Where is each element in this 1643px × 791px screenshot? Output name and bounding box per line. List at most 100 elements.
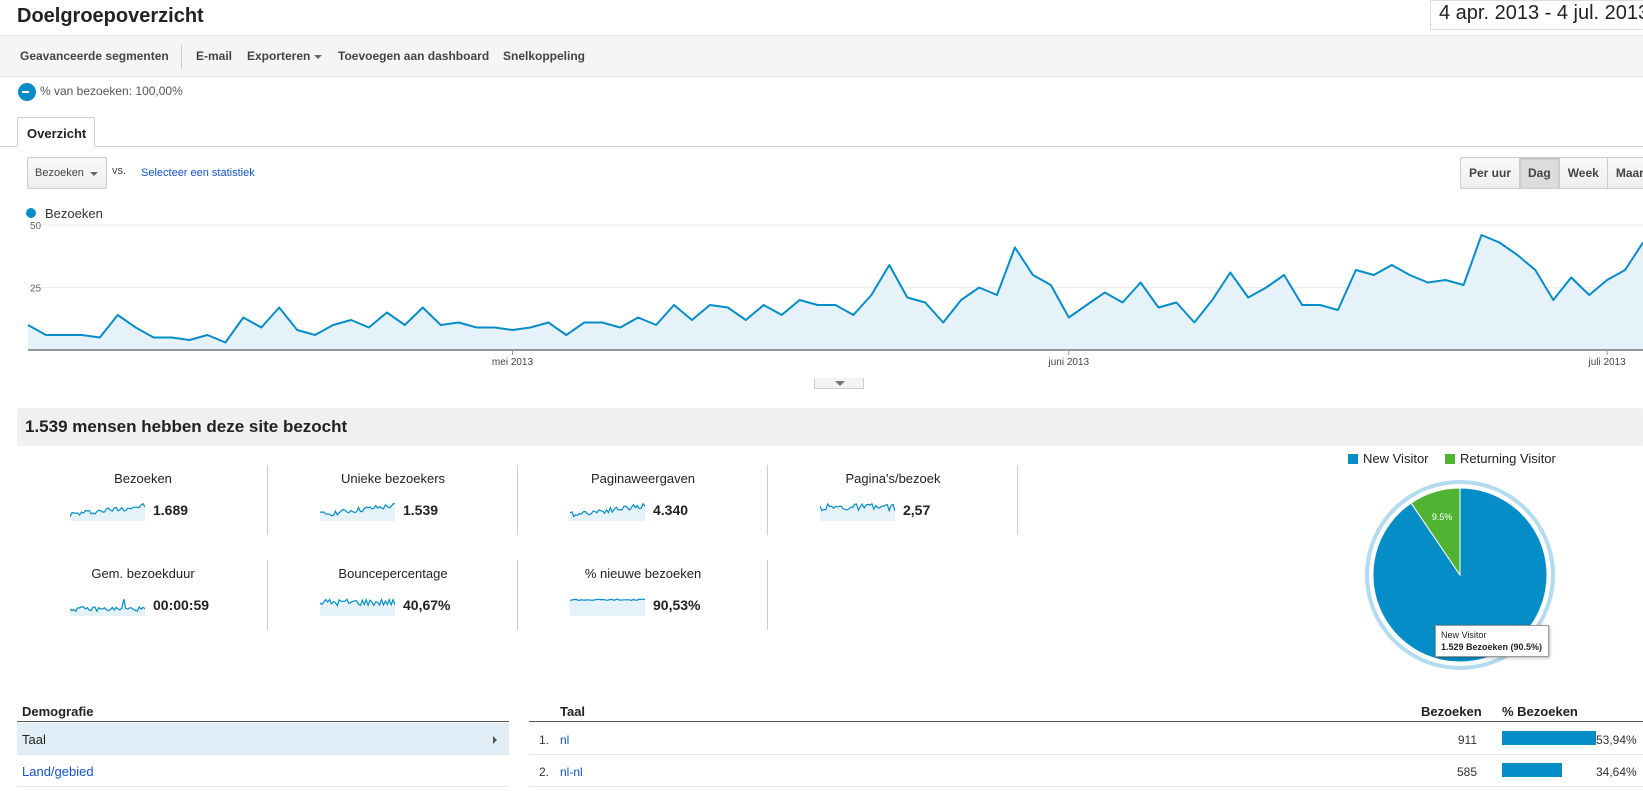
sparkline-area xyxy=(70,599,145,616)
col-visits: Bezoeken xyxy=(1421,704,1482,719)
period-toggle: Per uur Dag Week Maand xyxy=(1460,157,1643,189)
pie-legend-label: New Visitor xyxy=(1363,451,1429,466)
row-pct-bar xyxy=(1502,763,1562,777)
period-month-button[interactable]: Maand xyxy=(1608,158,1643,188)
select-metric-link[interactable]: Selecteer een statistiek xyxy=(141,167,255,179)
trend-chart: 25 50 mei 2013 juni 2013 juli 2013 xyxy=(27,221,1643,368)
metric-value: 90,53% xyxy=(653,597,701,613)
metric-select-value: Bezoeken xyxy=(35,167,84,179)
sparkline-line xyxy=(570,502,645,518)
table-row: 2. nl-nl 585 34,64% xyxy=(529,755,1643,787)
col-language: Taal xyxy=(560,704,586,719)
segment-indicator[interactable]: % van bezoeken: 100,00% xyxy=(18,83,183,101)
metric-label: Gem. bezoekduur xyxy=(91,566,195,581)
metric-avg-duration[interactable]: Gem. bezoekduur 00:00:59 xyxy=(18,560,268,630)
metric-new-visits[interactable]: % nieuwe bezoeken 90,53% xyxy=(518,560,768,630)
sparkline-area xyxy=(820,503,895,521)
metric-value: 40,67% xyxy=(403,597,451,613)
segment-pie-icon xyxy=(18,83,36,101)
sparkline-line xyxy=(570,598,645,602)
vs-label: vs. xyxy=(112,165,127,177)
metric-pages-per-visit[interactable]: Pagina's/bezoek 2,57 xyxy=(768,465,1018,535)
date-range-picker[interactable]: 4 apr. 2013 - 4 jul. 2013 xyxy=(1430,0,1643,30)
pie-slice-returning-visitor[interactable] xyxy=(1410,487,1461,577)
row-pct-bar xyxy=(1502,731,1596,745)
metric-label: Bezoeken xyxy=(114,471,172,486)
pie-slice-label: 9.5% xyxy=(1432,512,1453,522)
email-button[interactable]: E-mail xyxy=(196,49,233,63)
sparkline-line xyxy=(320,597,395,607)
advanced-segments-button[interactable]: Geavanceerde segmenten xyxy=(20,49,169,63)
metric-bounce-rate[interactable]: Bouncepercentage 40,67% xyxy=(268,560,518,630)
tooltip-value: 1.529 Bezoeken (90.5%) xyxy=(1441,642,1543,652)
metric-sparkline xyxy=(820,502,895,521)
metric-label: Bouncepercentage xyxy=(338,566,448,581)
metric-select[interactable]: Bezoeken xyxy=(27,157,107,189)
y-tick-label: 25 xyxy=(30,284,42,295)
period-day-button[interactable]: Dag xyxy=(1520,158,1560,188)
metric-value: 1.689 xyxy=(153,502,189,518)
metric-sparkline xyxy=(570,598,645,616)
period-week-button[interactable]: Week xyxy=(1560,158,1608,188)
chevron-right-icon xyxy=(493,736,497,744)
sparkline-area xyxy=(570,503,645,521)
summary-header: 1.539 mensen hebben deze site bezocht xyxy=(17,408,1643,446)
legend-series-name: Bezoeken xyxy=(45,206,103,221)
table-row: 1. nl 911 53,94% xyxy=(529,723,1643,755)
x-tick-label: mei 2013 xyxy=(492,357,534,368)
sparkline-line xyxy=(70,599,145,613)
demographics-item-label: Land/gebied xyxy=(22,764,94,779)
demographics-item-language[interactable]: Taal xyxy=(17,723,509,755)
chevron-down-icon xyxy=(314,54,323,59)
metric-pageviews[interactable]: Paginaweergaven 4.340 xyxy=(518,465,768,535)
period-hourly-button[interactable]: Per uur xyxy=(1461,158,1521,188)
sparkline-line xyxy=(820,502,895,513)
row-visits: 585 xyxy=(1456,765,1477,779)
row-index: 1. xyxy=(539,733,550,747)
sparkline-area xyxy=(70,503,145,521)
tab-overview[interactable]: Overzicht xyxy=(17,117,95,147)
pie-tooltip: New Visitor 1.529 Bezoeken (90.5%) xyxy=(1435,625,1549,657)
demographics-item-country[interactable]: Land/gebied xyxy=(17,755,509,787)
metric-label: Paginaweergaven xyxy=(590,471,696,486)
language-table-header: Taal Bezoeken % Bezoeken xyxy=(529,700,1643,722)
export-button[interactable]: Exporteren xyxy=(247,49,323,63)
sparkline-area xyxy=(320,503,395,521)
demographics-item-label: Taal xyxy=(22,732,46,747)
metric-value: 1.539 xyxy=(403,502,439,518)
metric-sparkline xyxy=(70,502,145,521)
summary-title: 1.539 mensen hebben deze site bezocht xyxy=(25,417,348,436)
metric-value: 00:00:59 xyxy=(153,597,210,613)
pie-legend-label: Returning Visitor xyxy=(1460,451,1556,466)
x-tick-label: juni 2013 xyxy=(1047,357,1089,368)
demographics-heading: Demografie xyxy=(17,700,509,722)
metric-label: Unieke bezoekers xyxy=(340,471,446,486)
chart-legend: Bezoeken xyxy=(26,206,103,221)
shortcut-button[interactable]: Snelkoppeling xyxy=(503,49,586,63)
row-index: 2. xyxy=(539,765,550,779)
sparkline-line xyxy=(70,502,145,518)
metric-label: % nieuwe bezoeken xyxy=(584,566,702,581)
legend-swatch-icon xyxy=(1348,453,1358,464)
y-tick-label: 50 xyxy=(30,221,42,232)
row-pct: 53,94% xyxy=(1596,733,1637,747)
chart-expand-handle[interactable] xyxy=(814,378,864,389)
metric-sparkline xyxy=(570,502,645,521)
sparkline-area xyxy=(320,599,395,616)
pie-legend-returning[interactable]: Returning Visitor xyxy=(1445,451,1556,466)
language-link[interactable]: nl xyxy=(560,733,570,747)
row-visits: 911 xyxy=(1457,733,1477,747)
col-pct-visits: % Bezoeken xyxy=(1502,704,1578,719)
language-link[interactable]: nl-nl xyxy=(560,765,583,779)
tooltip-title: New Visitor xyxy=(1441,630,1487,640)
metric-label: Pagina's/bezoek xyxy=(845,471,941,486)
metric-unique-visitors[interactable]: Unieke bezoekers 1.539 xyxy=(268,465,518,535)
export-label: Exporteren xyxy=(247,49,311,63)
metric-sparkline xyxy=(70,599,145,616)
pie-legend-new[interactable]: New Visitor xyxy=(1348,451,1429,466)
series-area xyxy=(28,235,1643,350)
add-to-dashboard-button[interactable]: Toevoegen aan dashboard xyxy=(338,49,490,63)
visitor-pie-chart[interactable]: 9.5% xyxy=(1355,470,1565,680)
series-line xyxy=(27,234,1643,344)
metric-visits[interactable]: Bezoeken 1.689 xyxy=(18,465,268,535)
